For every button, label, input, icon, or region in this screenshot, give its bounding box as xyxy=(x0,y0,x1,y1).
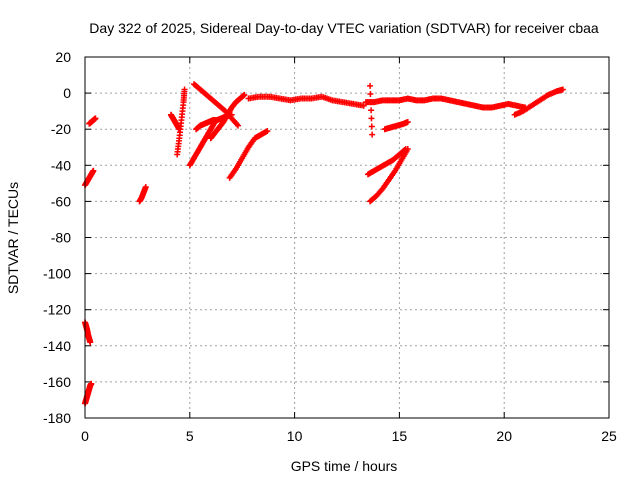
y-tick-label: -140 xyxy=(43,338,71,354)
series-sat-d xyxy=(86,115,99,127)
series-sat-q xyxy=(367,146,411,205)
data-point xyxy=(233,121,240,128)
series-sat-n xyxy=(362,95,529,111)
series-sat-e xyxy=(136,183,149,205)
series-sat-l xyxy=(226,128,271,181)
y-tick-label: -80 xyxy=(51,230,71,246)
y-tick-label: -100 xyxy=(43,266,71,282)
data-point xyxy=(88,380,95,387)
data-point xyxy=(367,91,374,98)
data-point xyxy=(181,86,188,93)
data-point xyxy=(404,118,411,125)
y-axis-label: SDTVAR / TECUs xyxy=(5,182,21,294)
y-tick-label: -120 xyxy=(43,302,71,318)
x-tick-label: 20 xyxy=(496,428,512,444)
x-tick-label: 0 xyxy=(81,428,89,444)
data-point xyxy=(235,122,242,129)
data-point xyxy=(368,107,375,114)
series-sat-g xyxy=(174,86,188,158)
series-sat-o xyxy=(511,86,566,118)
x-tick-label: 10 xyxy=(287,428,303,444)
y-tick-label: 0 xyxy=(63,85,71,101)
x-axis-ticks: 0 5 10 15 20 25 xyxy=(81,57,617,444)
series-sat-c xyxy=(82,167,97,189)
series-sat-r xyxy=(381,118,411,133)
y-tick-label: 20 xyxy=(55,49,71,65)
x-tick-label: 25 xyxy=(601,428,617,444)
x-tick-label: 5 xyxy=(186,428,194,444)
data-point xyxy=(92,115,99,122)
x-axis-label: GPS time / hours xyxy=(291,458,398,474)
data-points xyxy=(82,81,566,407)
y-tick-label: -20 xyxy=(51,121,71,137)
data-point xyxy=(87,339,94,346)
data-point xyxy=(404,146,411,153)
data-point xyxy=(142,183,149,190)
y-tick-label: -60 xyxy=(51,193,71,209)
data-point xyxy=(367,82,374,89)
chart-title: Day 322 of 2025, Sidereal Day-to-day VTE… xyxy=(89,20,599,36)
data-point xyxy=(360,102,367,109)
series-sat-m xyxy=(245,93,367,109)
y-tick-label: -160 xyxy=(43,374,71,390)
x-tick-label: 15 xyxy=(392,428,408,444)
data-point xyxy=(368,123,375,130)
data-point xyxy=(367,99,374,106)
data-point xyxy=(559,86,566,93)
series-sat-k xyxy=(207,91,248,142)
data-point xyxy=(368,115,375,122)
series-sat-a xyxy=(82,380,95,407)
data-point xyxy=(241,91,248,98)
data-point xyxy=(90,167,97,174)
y-tick-label: -40 xyxy=(51,157,71,173)
series-sat-s xyxy=(367,82,376,138)
plot-frame xyxy=(84,56,610,419)
data-point xyxy=(369,131,376,138)
series-sat-b xyxy=(82,319,94,346)
data-point xyxy=(264,128,271,135)
y-tick-label: -180 xyxy=(43,410,71,426)
grid-lines xyxy=(85,57,609,418)
y-axis-ticks: 20 0 -20 -40 -60 -80 -100 -120 -140 -160 -180 xyxy=(43,49,609,426)
